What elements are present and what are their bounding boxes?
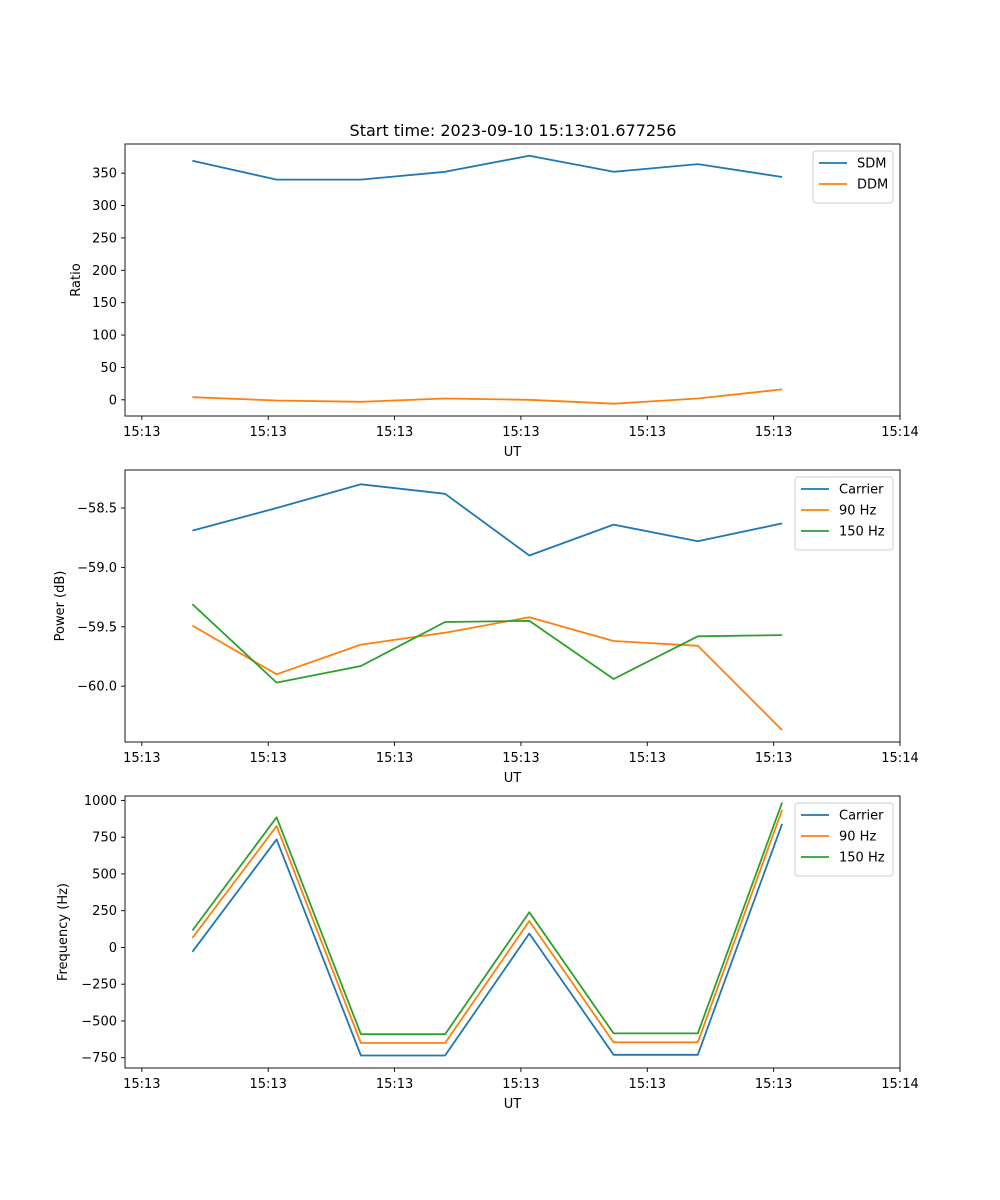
- power-x-tick-label: 15:13: [249, 751, 286, 766]
- power-x-tick-label: 15:13: [376, 751, 413, 766]
- power-legend-label-90-hz: 90 Hz: [839, 504, 876, 519]
- frequency-y-tick-label: 1000: [84, 794, 117, 809]
- power-x-tick-label: 15:13: [502, 751, 539, 766]
- power-y-tick-label: −59.5: [77, 620, 117, 635]
- ratio-x-tick-label: 15:13: [376, 425, 413, 440]
- frequency-series-line-150-hz: [191, 802, 783, 1036]
- power-legend-label-carrier: Carrier: [839, 483, 884, 498]
- ratio-y-tick-label: 350: [92, 167, 117, 182]
- ratio-x-tick-label: 15:14: [881, 425, 918, 440]
- frequency-plot-frame: [124, 795, 901, 1069]
- ratio-y-tick-label: 100: [92, 329, 117, 344]
- frequency-legend-label-90-hz: 90 Hz: [839, 830, 876, 845]
- frequency-y-tick-label: 750: [92, 831, 117, 846]
- power-x-tick-label: 15:13: [123, 751, 160, 766]
- ratio-panel: 15:13 15:13 15:13 15:13 15:13 15:13 15:14 0 50 10…: [69, 143, 919, 460]
- power-panel: 15:13 15:13 15:13 15:13 15:13 15:13 15:14 −60.0…: [53, 469, 919, 786]
- ratio-series-line-sdm: [192, 154, 783, 181]
- chart-title: Start time: 2023-09-10 15:13:01.677256: [350, 121, 677, 140]
- power-x-tick-label: 15:14: [881, 751, 918, 766]
- frequency-y-tick-label: 500: [92, 867, 117, 882]
- frequency-legend-label-150-hz: 150 Hz: [839, 851, 885, 866]
- power-y-tick-label: −59.0: [77, 561, 117, 576]
- frequency-x-tick-label: 15:13: [123, 1077, 160, 1092]
- frequency-y-tick-label: 0: [109, 941, 117, 956]
- ratio-plot-frame: [124, 143, 901, 417]
- power-x-tick-label: 15:13: [629, 751, 666, 766]
- frequency-x-tick-label: 15:13: [629, 1077, 666, 1092]
- frequency-y-tick-label: −500: [81, 1014, 117, 1029]
- ratio-legend: SDM DDM: [812, 150, 894, 204]
- ratio-legend-label-sdm: SDM: [857, 157, 886, 172]
- ratio-y-tick-label: 300: [92, 199, 117, 214]
- ratio-legend-frame: [812, 150, 894, 204]
- frequency-x-tick-label: 15:14: [881, 1077, 918, 1092]
- ratio-x-tick-label: 15:13: [249, 425, 286, 440]
- frequency-x-tick-label: 15:13: [249, 1077, 286, 1092]
- power-series-line-90-hz: [191, 616, 783, 731]
- ratio-x-tick-label: 15:13: [123, 425, 160, 440]
- frequency-legend: Carrier 90 Hz 150 Hz: [794, 802, 894, 877]
- frequency-y-tick-label: 250: [92, 904, 117, 919]
- ratio-x-tick-label: 15:13: [755, 425, 792, 440]
- ratio-y-tick-label: 250: [92, 231, 117, 246]
- ratio-x-tick-label: 15:13: [502, 425, 539, 440]
- frequency-y-axis-label: Frequency (Hz): [56, 883, 71, 981]
- ratio-x-axis-label: UT: [504, 445, 522, 460]
- frequency-legend-label-carrier: Carrier: [839, 809, 884, 824]
- frequency-y-tick-label: −750: [81, 1051, 117, 1066]
- power-x-tick-label: 15:13: [755, 751, 792, 766]
- power-y-tick-label: −60.0: [77, 680, 117, 695]
- frequency-y-tick-label: −250: [81, 978, 117, 993]
- ratio-y-tick-label: 50: [100, 361, 117, 376]
- ratio-y-tick-label: 0: [109, 393, 117, 408]
- ratio-legend-label-ddm: DDM: [857, 178, 888, 193]
- ratio-y-tick-label: 200: [92, 264, 117, 279]
- ratio-y-axis-label: Ratio: [69, 263, 84, 296]
- power-series-line-150-hz: [191, 603, 783, 684]
- power-legend-label-150-hz: 150 Hz: [839, 525, 885, 540]
- ratio-x-tick-label: 15:13: [629, 425, 666, 440]
- ratio-series-line-ddm: [192, 388, 783, 405]
- power-y-tick-label: −58.5: [77, 502, 117, 517]
- power-x-axis-label: UT: [504, 771, 522, 786]
- frequency-series-line-90-hz: [191, 809, 783, 1044]
- frequency-x-tick-label: 15:13: [502, 1077, 539, 1092]
- frequency-series-line-carrier: [191, 823, 783, 1057]
- frequency-panel: 15:13 15:13 15:13 15:13 15:13 15:13 15:14 −750 −…: [56, 794, 919, 1112]
- power-y-axis-label: Power (dB): [53, 571, 68, 642]
- power-plot-frame: [124, 469, 901, 743]
- frequency-x-axis-label: UT: [504, 1097, 522, 1112]
- frequency-x-tick-label: 15:13: [755, 1077, 792, 1092]
- power-series-line-carrier: [192, 483, 783, 557]
- power-legend: Carrier 90 Hz 150 Hz: [794, 476, 894, 551]
- frequency-x-tick-label: 15:13: [376, 1077, 413, 1092]
- ratio-y-tick-label: 150: [92, 296, 117, 311]
